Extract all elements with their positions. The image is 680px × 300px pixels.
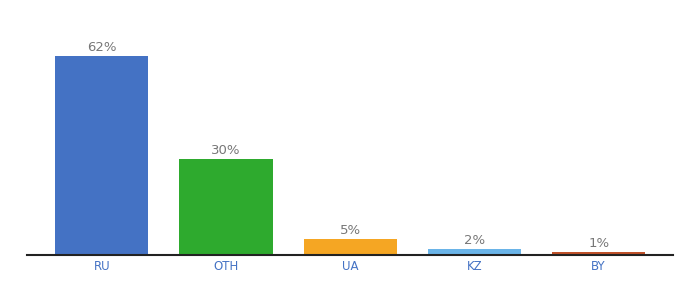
Bar — [552, 252, 645, 255]
Text: 30%: 30% — [211, 144, 241, 157]
Bar — [303, 239, 397, 255]
Text: 5%: 5% — [339, 224, 361, 237]
Bar — [180, 159, 273, 255]
Text: 62%: 62% — [87, 41, 116, 55]
Bar — [428, 249, 521, 255]
Text: 1%: 1% — [588, 237, 609, 250]
Text: 2%: 2% — [464, 234, 485, 247]
Bar — [55, 56, 148, 255]
